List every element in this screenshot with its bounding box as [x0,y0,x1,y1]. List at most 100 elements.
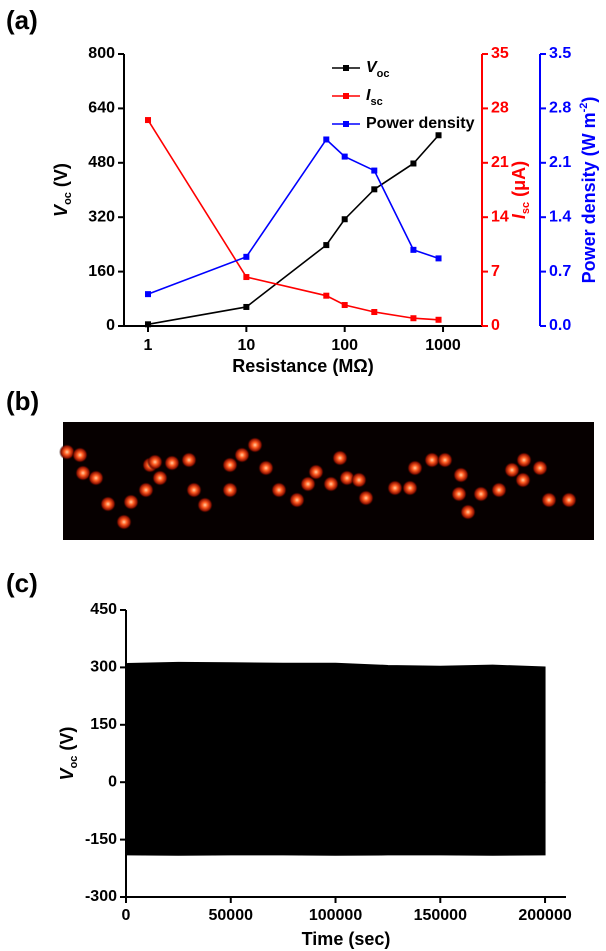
legend-label: Power density [366,115,475,132]
particle [147,454,163,470]
marker [435,255,442,262]
particle [451,486,467,502]
y2-tick-label: 35 [491,45,509,62]
y3-tick-label: 0.0 [549,317,571,334]
particle [460,504,476,520]
particle [323,476,339,492]
legend-label-part: oc [377,68,390,80]
image-particles [59,437,577,530]
legend-label-part: V [366,59,378,76]
marker [435,132,442,139]
marker [410,246,417,253]
y-axis-label-part: oc [62,192,74,205]
particle [424,452,440,468]
y2-tick-label: 14 [491,208,509,225]
particle [247,437,263,453]
y3-axis-label-part: -2 [578,103,590,113]
marker [323,136,330,143]
x-tick-label: 10 [237,337,255,354]
particle [491,482,507,498]
particle [116,514,132,530]
series-line [147,119,439,321]
marker [341,302,348,309]
particle [222,482,238,498]
y3-tick-label: 3.5 [549,45,571,62]
particle [123,494,139,510]
legend-label: Voc [366,59,390,80]
marker [145,117,152,124]
series-line [147,134,440,326]
particle [186,482,202,498]
marker [323,242,330,249]
y3-axis-label-part: Power density (W m [579,112,599,283]
particle [59,444,75,460]
particle [100,496,116,512]
marker [341,216,348,223]
particle [289,492,305,508]
y-tick-label: 480 [88,154,115,171]
x-axis-label: Time (sec) [302,929,391,949]
y-tick-label: -150 [85,831,117,848]
particle [453,467,469,483]
particle [504,462,520,478]
particle [72,447,88,463]
y2-axis-label: Isc (μA) [509,161,532,219]
marker [435,316,442,323]
particle [351,472,367,488]
particle [402,480,418,496]
particle [88,470,104,486]
legend-label-part: sc [370,96,382,108]
y2-axis-label-part: sc [520,202,532,214]
x-tick-label: 1 [144,337,153,354]
y-axis-label: Voc (V) [51,163,74,217]
particle [164,455,180,471]
particle [332,450,348,466]
y3-tick-label: 2.8 [549,100,571,117]
y-tick-label: 160 [88,263,115,280]
y3-axis-label-part: ) [579,97,599,103]
particle [387,480,403,496]
y-tick-label: 640 [88,100,115,117]
marker [145,291,152,298]
panel-label: (a) [6,5,38,35]
particle [234,447,250,463]
legend-marker [343,93,349,99]
y-tick-label: 320 [88,208,115,225]
x-tick-label: 1000 [425,337,461,354]
marker [323,292,330,299]
particle [308,464,324,480]
particle [271,482,287,498]
marker [410,315,417,322]
x-tick-label: 150000 [414,907,467,924]
y-tick-label: 450 [90,601,117,618]
y-axis-label-part: V [57,766,77,780]
particle [152,470,168,486]
legend-marker [343,121,349,127]
legend-label-part: Power density [366,115,475,132]
particle [358,490,374,506]
particle [197,497,213,513]
y-axis-label-part: (V) [57,727,77,756]
x-axis-label: Resistance (MΩ) [232,356,373,376]
x-tick-label: 200000 [518,907,571,924]
particle [181,452,197,468]
x-tick-label: 0 [122,907,131,924]
y2-axis-label-part: (μA) [509,161,529,202]
y-axis-label-part: oc [68,756,80,769]
particle [515,472,531,488]
y-tick-label: 0 [108,773,117,790]
particle [300,476,316,492]
marker [145,321,152,328]
y3-axis-label: Power density (W m-2) [578,97,599,284]
particle [437,452,453,468]
y-tick-label: -300 [85,888,117,905]
particle [541,492,557,508]
marker [371,309,378,316]
panel-label: (b) [6,386,39,416]
y-tick-label: 150 [90,716,117,733]
y2-tick-label: 21 [491,154,509,171]
y-tick-label: 300 [90,659,117,676]
legend-label: Isc [366,87,383,108]
particle [138,482,154,498]
